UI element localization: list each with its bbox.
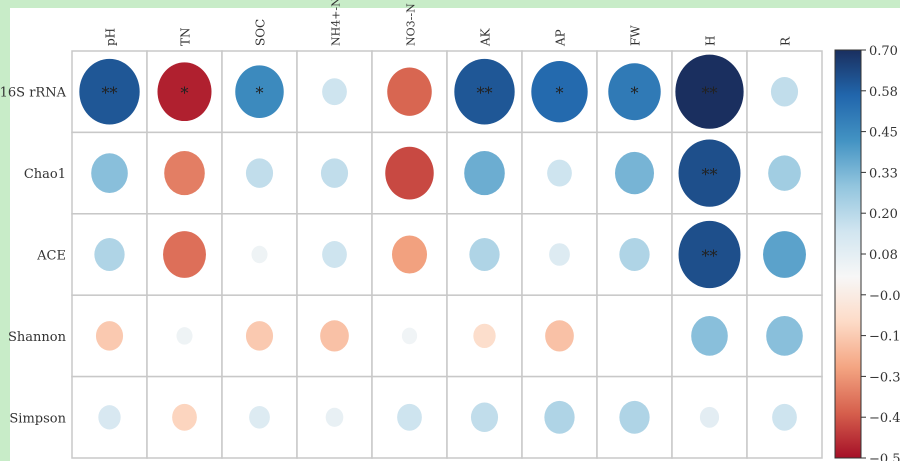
correlation-circle	[469, 238, 500, 271]
correlation-circle	[766, 316, 803, 356]
column-label: H	[704, 36, 718, 46]
correlation-circle	[691, 316, 728, 356]
correlation-circle	[547, 159, 572, 187]
cells: ** * * ** * * ******	[71, 50, 823, 459]
correlation-circle	[699, 406, 720, 428]
column-label: SOC	[254, 19, 268, 46]
column-label: NO3--N	[405, 3, 418, 46]
significance-mark: **	[702, 165, 718, 184]
column-label: AK	[479, 27, 493, 47]
row-label: Simpson	[9, 411, 66, 426]
significance-mark: *	[181, 84, 189, 103]
correlation-circle	[387, 67, 432, 116]
correlation-circle	[172, 403, 197, 431]
column-label: NH4+-N	[330, 0, 343, 46]
colorbar-tick-label: −0.4	[869, 411, 900, 426]
colorbar-tick-label: 0.20	[869, 207, 898, 222]
correlation-circle	[91, 153, 128, 194]
correlation-circle	[763, 231, 806, 278]
colorbar-tick-label: −0.0	[869, 289, 900, 304]
correlation-circle	[678, 139, 741, 207]
significance-mark: *	[631, 84, 639, 103]
significance-mark: **	[702, 247, 718, 266]
cell-2-9	[746, 213, 823, 296]
correlation-circle	[249, 406, 270, 429]
row-label: ACE	[36, 249, 66, 264]
correlation-circle	[768, 155, 801, 191]
correlation-circle	[470, 402, 499, 433]
correlation-circle	[545, 320, 574, 352]
significance-mark: **	[102, 84, 118, 103]
row-labels: 16S rRNA Chao1 ACE Shannon Simpson	[0, 86, 67, 427]
colorbar-tick-label: −0.1	[869, 330, 900, 345]
column-label: TN	[179, 27, 193, 46]
cell-0-2	[221, 50, 298, 134]
correlation-circle	[619, 400, 650, 434]
correlation-circle	[245, 158, 274, 188]
colorbar-tick-label: −0.5	[869, 452, 900, 461]
correlation-circle	[770, 76, 799, 107]
row-label: Shannon	[8, 330, 67, 345]
correlation-circle	[544, 400, 575, 434]
correlation-circle	[325, 407, 344, 427]
significance-mark: *	[556, 84, 564, 103]
correlation-circle	[322, 78, 347, 106]
window-frame-left	[0, 0, 10, 461]
correlation-circle	[454, 58, 515, 125]
cell-1-2	[221, 131, 298, 215]
column-labels: pH TN SOC NH4+-N NO3--N AK AP FW H R	[104, 0, 793, 47]
significance-mark: *	[256, 84, 264, 103]
correlation-circle	[157, 62, 212, 122]
window-frame-top	[0, 0, 900, 8]
correlation-circle	[322, 241, 347, 268]
colorbar-tick-label: 0.33	[869, 166, 898, 181]
correlation-circle	[98, 405, 121, 430]
correlation-circle	[464, 151, 505, 196]
correlation-circle	[95, 321, 124, 351]
row-label: Chao1	[24, 167, 66, 182]
correlation-circle	[675, 54, 744, 129]
correlation-circle	[615, 151, 654, 195]
correlation-circle	[397, 403, 422, 431]
column-label: R	[779, 36, 793, 46]
colorbar	[834, 49, 862, 459]
correlation-circle	[79, 58, 140, 125]
correlation-circle	[251, 245, 268, 264]
correlation-circle	[473, 323, 496, 349]
correlation-circle	[549, 243, 570, 266]
significance-mark: **	[702, 84, 718, 103]
colorbar-tick-label: 0.70	[869, 44, 898, 59]
correlation-circle	[320, 158, 349, 188]
column-label: FW	[629, 25, 643, 46]
colorbar-tick-label: −0.3	[869, 370, 900, 385]
correlation-circle	[94, 238, 125, 271]
correlation-circle	[678, 220, 741, 289]
colorbar-tick-label: 0.45	[869, 126, 898, 141]
correlation-circle	[391, 235, 428, 274]
correlation-circle	[235, 65, 284, 119]
correlation-circle	[163, 231, 206, 278]
correlation-circle	[385, 146, 434, 200]
correlation-circle	[164, 151, 205, 196]
significance-mark: **	[477, 84, 493, 103]
correlation-circle	[772, 403, 797, 431]
correlation-circle	[619, 238, 650, 271]
column-label: AP	[554, 29, 568, 47]
colorbar-ticks: 0.70 0.58 0.45 0.33 0.20 0.08 −0.0 −0.1 −0.3 −0.4…	[861, 44, 900, 461]
column-label: pH	[104, 28, 118, 46]
colorbar-tick-label: 0.58	[869, 85, 898, 100]
cell-3-7	[596, 294, 673, 378]
correlation-circle	[531, 61, 588, 123]
correlation-circle	[401, 327, 418, 345]
correlation-circle	[320, 320, 349, 352]
correlation-circle	[608, 63, 661, 121]
row-label: 16S rRNA	[0, 86, 67, 101]
colorbar-tick-label: 0.08	[869, 248, 898, 263]
correlation-circle	[176, 327, 193, 345]
correlation-circle	[245, 321, 274, 351]
